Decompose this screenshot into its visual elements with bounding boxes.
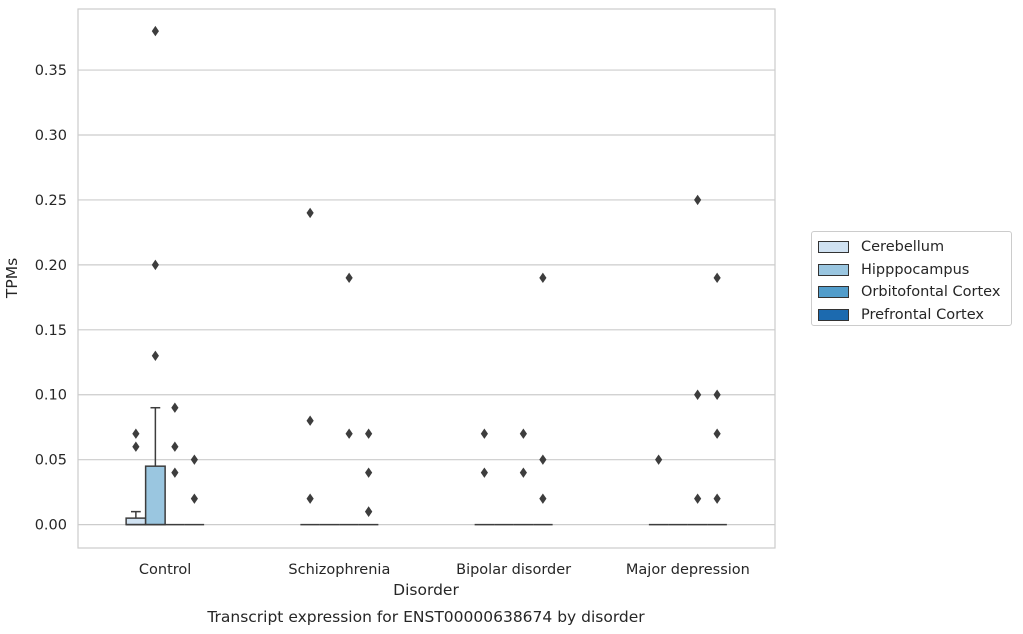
x-tick-label: Schizophrenia [288, 562, 390, 578]
box-0-0 [125, 510, 147, 526]
outlier-point [694, 194, 702, 206]
outlier-point [171, 441, 179, 452]
y-tick-label: 0.30 [35, 128, 67, 144]
legend-label: Orbitofontal Cortex [861, 284, 1001, 301]
outlier-point [190, 454, 198, 465]
legend-swatch-prefrontal-cortex [818, 308, 849, 321]
outlier-point [151, 350, 159, 361]
y-tick-labels: 0.00 0.05 0.10 0.15 0.20 0.25 0.30 0.35 [35, 63, 67, 534]
outlier-point [132, 441, 140, 452]
outlier-point [190, 493, 198, 504]
x-tick-labels: Control Schizophrenia Bipolar disorder Majo… [139, 562, 750, 578]
box-body [125, 517, 147, 526]
box-1-0 [144, 406, 166, 526]
outlier-point [306, 415, 314, 426]
outlier-point [539, 272, 547, 284]
legend: Cerebellum Hipppocampus Orbitofontal Cor… [811, 231, 1012, 326]
y-tick-label: 0.15 [35, 323, 67, 339]
outlier-point [480, 467, 488, 478]
outlier-point [713, 389, 721, 400]
box-series [125, 406, 727, 526]
y-tick-label: 0.00 [35, 518, 67, 534]
outlier-point [655, 454, 663, 465]
y-tick-label: 0.10 [35, 388, 67, 404]
outlier-point [539, 454, 547, 465]
outlier-point [151, 25, 159, 37]
y-tick-label: 0.05 [35, 453, 67, 469]
y-axis-label: TPMs [3, 258, 21, 299]
chart-title: Transcript expression for ENST0000063867… [206, 608, 645, 626]
legend-item-prefrontal-cortex: Prefrontal Cortex [818, 304, 1005, 327]
legend-label: Prefrontal Cortex [861, 306, 984, 323]
plot-frame [77, 8, 776, 549]
outlier-point [365, 506, 373, 517]
outlier-point [539, 493, 547, 504]
outlier-point [694, 389, 702, 400]
outlier-point [151, 259, 159, 271]
outlier-point [345, 428, 353, 439]
legend-swatch-orbitofrontal-cortex [818, 286, 849, 299]
outlier-point [306, 207, 314, 219]
x-tick-label: Control [139, 562, 191, 578]
legend-swatch-cerebellum [818, 241, 849, 254]
gridlines [78, 69, 775, 526]
box-body [144, 465, 166, 526]
outlier-point [132, 428, 140, 439]
legend-swatch-hippocampus [818, 263, 849, 276]
outlier-points [132, 25, 721, 517]
outlier-point [694, 493, 702, 504]
y-tick-label: 0.25 [35, 193, 67, 209]
outlier-point [171, 402, 179, 413]
outlier-point [713, 428, 721, 439]
outlier-point [713, 493, 721, 504]
outlier-point [519, 467, 527, 478]
x-axis-label: Disorder [393, 581, 459, 599]
outlier-point [480, 428, 488, 439]
y-tick-label: 0.20 [35, 258, 67, 274]
outlier-point [171, 467, 179, 478]
outlier-point [345, 272, 353, 284]
legend-item-cerebellum: Cerebellum [818, 236, 1005, 259]
legend-label: Cerebellum [861, 239, 945, 256]
y-tick-label: 0.35 [35, 63, 67, 79]
outlier-point [306, 493, 314, 504]
x-tick-label: Bipolar disorder [456, 562, 571, 578]
outlier-point [365, 428, 373, 439]
outlier-point [365, 467, 373, 478]
outlier-point [713, 272, 721, 284]
x-tick-label: Major depression [626, 562, 750, 578]
legend-item-hippocampus: Hipppocampus [818, 259, 1005, 282]
outlier-point [519, 428, 527, 439]
legend-label: Hipppocampus [861, 261, 970, 278]
legend-item-orbitofrontal-cortex: Orbitofontal Cortex [818, 281, 1005, 304]
